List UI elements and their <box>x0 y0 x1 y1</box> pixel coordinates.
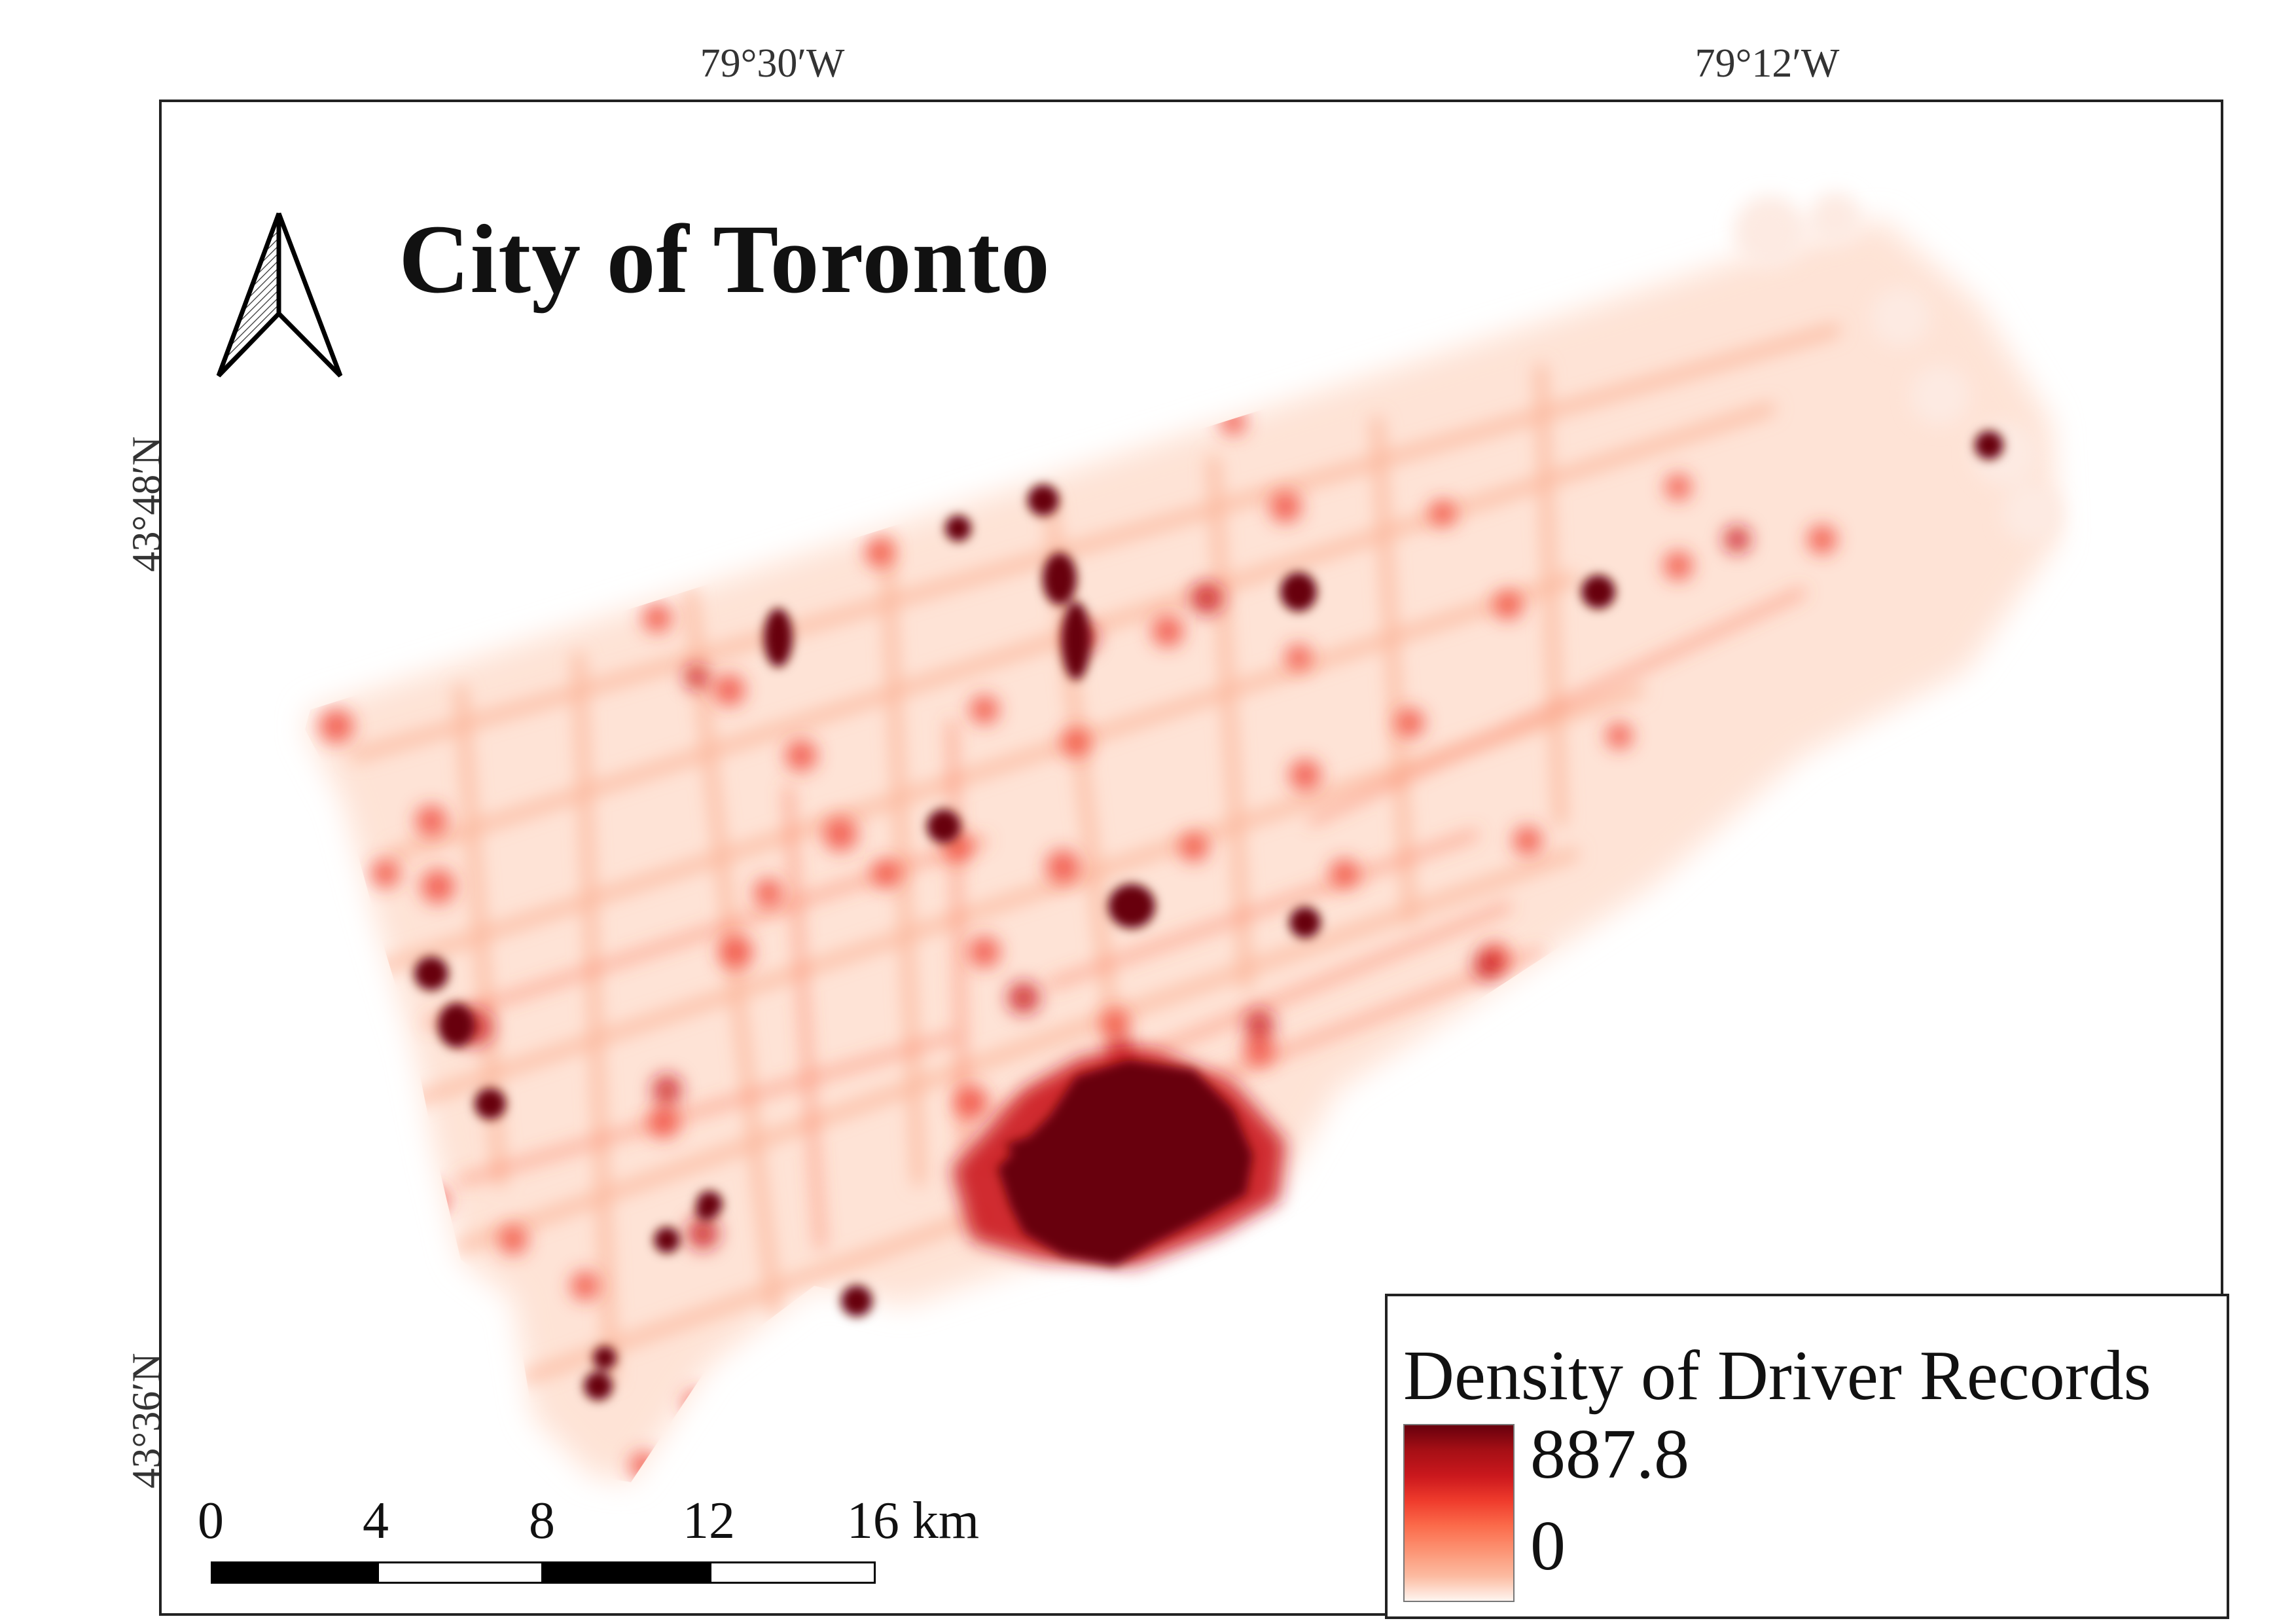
longitude-label-79-12: 79°12′W <box>1695 41 1840 86</box>
density-hotspots <box>319 409 1837 1480</box>
scale-segment-1 <box>211 1561 377 1584</box>
scale-segment-3 <box>543 1561 709 1584</box>
scale-label-16-km: 16 km <box>846 1492 980 1550</box>
scale-label-12: 12 <box>683 1492 735 1550</box>
scale-segment-2 <box>377 1561 543 1584</box>
legend-title: Density of Driver Records <box>1403 1337 2151 1415</box>
map-title: City of Toronto <box>399 205 1050 314</box>
north-arrow-icon <box>216 212 343 378</box>
longitude-label-79-30: 79°30′W <box>700 41 845 86</box>
scale-segment-4 <box>709 1561 876 1584</box>
downtown-hot-core <box>997 1060 1253 1266</box>
legend-color-ramp <box>1403 1424 1515 1602</box>
scale-label-0: 0 <box>198 1492 224 1550</box>
legend-max-value: 887.8 <box>1530 1415 1689 1493</box>
dark-hotspots <box>414 431 2003 1400</box>
map-frame <box>159 100 2223 1616</box>
legend: Density of Driver Records 887.8 0 <box>1385 1294 2229 1619</box>
scale-label-4: 4 <box>363 1492 389 1550</box>
legend-min-value: 0 <box>1530 1507 1566 1585</box>
scale-label-8: 8 <box>529 1492 555 1550</box>
density-map <box>216 192 2061 1482</box>
